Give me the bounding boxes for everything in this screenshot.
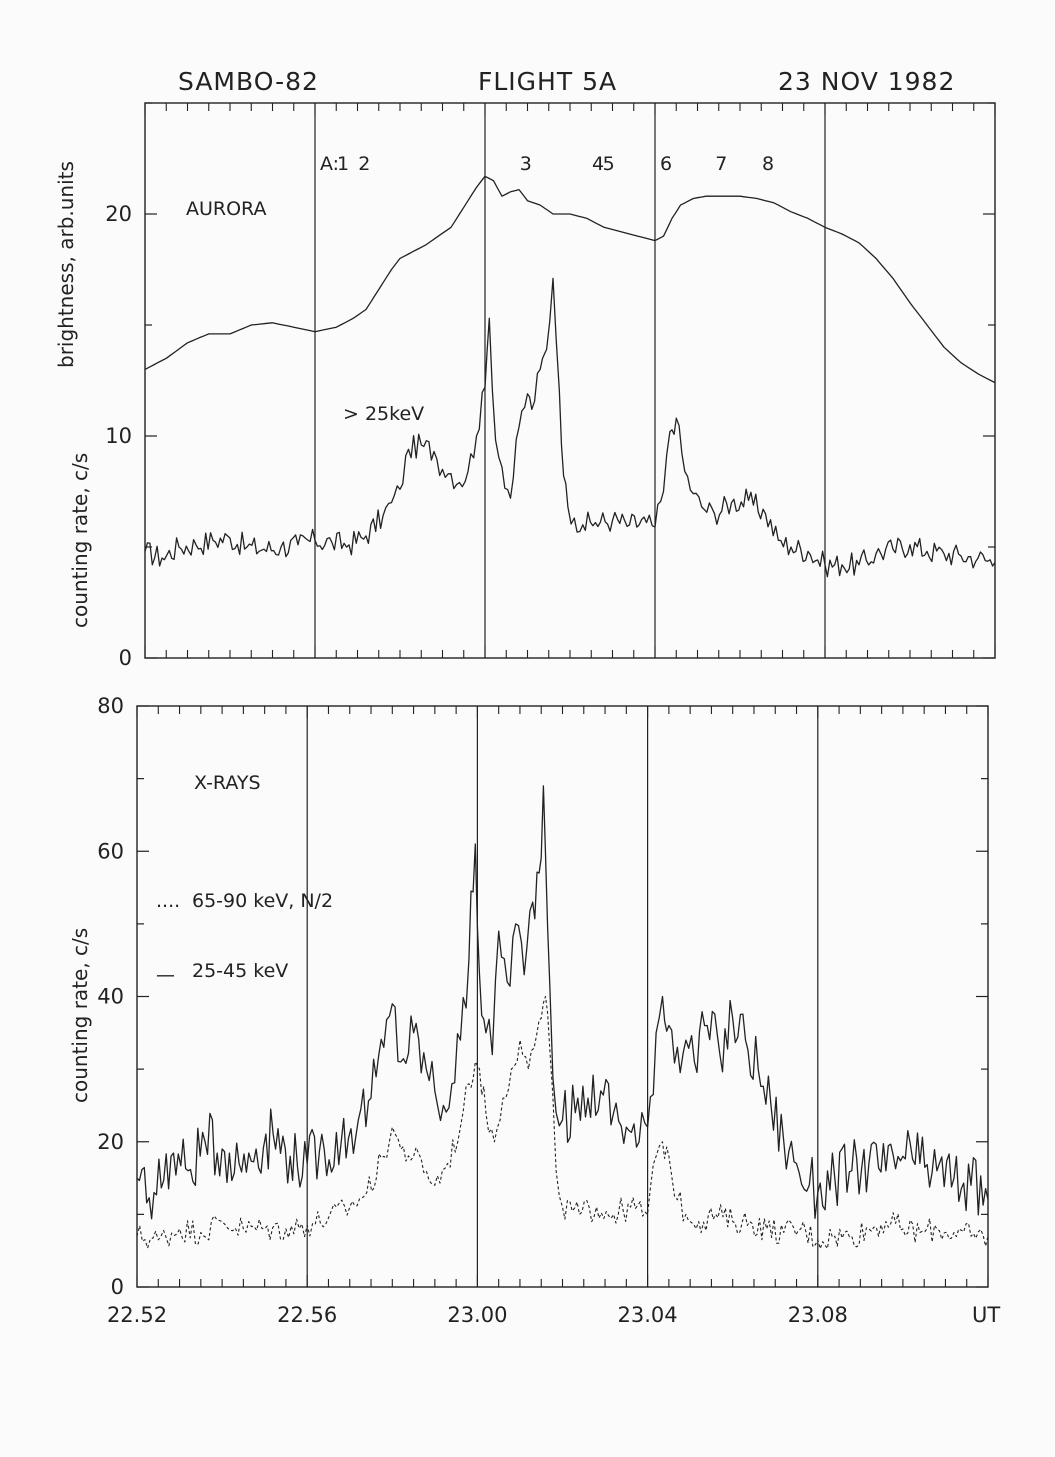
xray-panel: 0 20 40 60 80 22.52 22.56 23.00 23.04 23.08 X-RAY… [68,694,1000,1327]
y-tick-label-2: 40 [97,985,124,1009]
aurora-ticks: 0 10 20 [105,102,996,670]
x-tick-label-3: 23.04 [618,1303,678,1327]
y-tick-label-3: 60 [97,839,124,863]
aurora-series-label-25kev: > 25keV [343,403,424,425]
arc-marker-3: 3 [520,153,532,175]
xray-series [136,785,989,1250]
x-unit-label: UT [972,1303,1000,1327]
top-series-line-1 [144,277,996,578]
y-tick-label-2: 20 [105,202,132,226]
header-center: FLIGHT 5A [478,67,617,96]
top-series-line-0 [144,175,996,384]
legend-solid-prefix: — [156,964,175,986]
arc-marker-1: 1 [337,153,349,175]
arc-markers: 1 2 3 45 6 7 8 [337,153,774,175]
aurora-ylabel-counting: counting rate, c/s [68,453,92,628]
y-tick-label-0: 0 [119,646,132,670]
x-tick-label-0: 22.52 [107,1303,167,1327]
bot-series-line-1 [136,785,989,1220]
aurora-series [144,175,996,578]
arc-marker-6: 6 [660,153,672,175]
xray-plot-frame [136,705,989,1288]
x-tick-label-1: 22.56 [277,1303,337,1327]
arc-marker-5: 5 [603,153,615,175]
xray-ticks: 0 20 40 60 80 22.52 22.56 23.00 23.04 23.08 [97,694,989,1327]
legend-solid-label: 25-45 keV [192,960,288,982]
legend-dashed-label: 65-90 keV, N/2 [192,890,333,912]
y-tick-label-0: 0 [111,1275,124,1299]
arc-marker-prefix: A: [320,153,339,175]
arc-marker-2: 2 [358,153,370,175]
aurora-plot-frame [144,102,996,659]
aurora-panel-label: AURORA [186,198,267,220]
aurora-ylabel-brightness: brightness, arb.units [54,161,78,368]
aurora-panel: 0 10 20 AURORA > 25keV A: 1 2 3 45 6 7 8 brightn… [54,102,996,670]
x-tick-label-2: 23.00 [447,1303,507,1327]
y-tick-label-1: 20 [97,1130,124,1154]
y-tick-label-1: 10 [105,424,132,448]
xray-time-lines [306,706,819,1287]
x-tick-label-4: 23.08 [788,1303,848,1327]
legend-dashed-prefix: .... [156,890,180,912]
header-left: SAMBO-82 [178,67,319,96]
header-right: 23 NOV 1982 [778,67,955,96]
y-tick-label-4: 80 [97,694,124,718]
aurora-time-lines [314,103,826,658]
xray-ylabel: counting rate, c/s [68,928,92,1103]
xray-panel-label: X-RAYS [194,772,261,794]
arc-marker-8: 8 [762,153,774,175]
bot-series-line-0 [136,995,989,1250]
arc-marker-7: 7 [715,153,727,175]
arc-marker-4: 4 [592,153,604,175]
